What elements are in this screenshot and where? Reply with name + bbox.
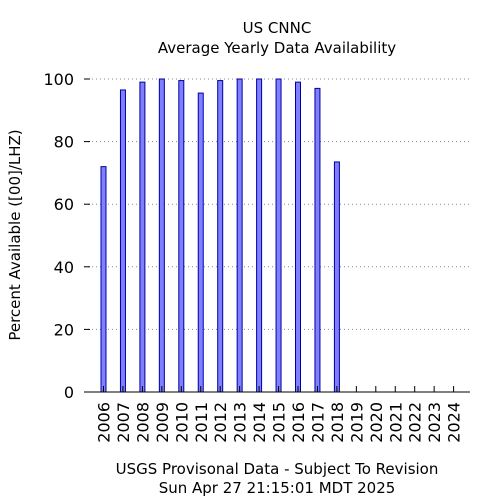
- x-tick-label-2006: 2006: [95, 402, 114, 443]
- x-tick-label-2023: 2023: [425, 402, 444, 443]
- footer-timestamp: Sun Apr 27 21:15:01 MDT 2025: [159, 479, 396, 497]
- bar-2009: [158, 78, 165, 393]
- y-tick-label: 80: [54, 133, 74, 152]
- bar-2007: [119, 89, 126, 393]
- y-axis: 0 20 40 60 80 100: [43, 70, 90, 402]
- x-tick-label-2021: 2021: [386, 402, 405, 443]
- x-tick-label-2022: 2022: [406, 402, 425, 443]
- footer-disclaimer: USGS Provisonal Data - Subject To Revisi…: [116, 460, 439, 478]
- bar-2012: [217, 80, 224, 393]
- bar-2008: [139, 81, 146, 393]
- x-tick-label-2009: 2009: [153, 402, 172, 443]
- x-tick-label-2011: 2011: [192, 402, 211, 443]
- y-tick-label: 100: [43, 70, 74, 89]
- bar-2015: [275, 78, 282, 393]
- bar-2016: [295, 81, 301, 393]
- bar-2017: [314, 87, 321, 393]
- x-tick-label-2015: 2015: [270, 402, 289, 443]
- x-tick-label-2007: 2007: [114, 402, 133, 443]
- bar-2018: [333, 161, 340, 393]
- y-tick-label: 40: [54, 258, 74, 277]
- x-tick-label-2017: 2017: [308, 402, 327, 443]
- x-tick-label-2020: 2020: [367, 402, 386, 443]
- y-tick-label: 60: [54, 195, 74, 214]
- x-tick-label-2024: 2024: [445, 402, 464, 443]
- x-tick-label-2013: 2013: [231, 402, 250, 443]
- x-tick-label-2014: 2014: [250, 402, 269, 443]
- x-tick-label-2010: 2010: [172, 402, 191, 443]
- x-tick-label-2016: 2016: [289, 402, 308, 443]
- x-tick-label-2018: 2018: [328, 402, 347, 443]
- chart-title: US CNNC: [243, 19, 312, 37]
- x-tick-label-2019: 2019: [347, 402, 366, 443]
- bar-2013: [236, 78, 243, 393]
- chart-subtitle: Average Yearly Data Availability: [158, 39, 396, 57]
- bar-2011: [197, 92, 204, 393]
- y-axis-label: Percent Available ([00]/LHZ): [6, 129, 24, 340]
- y-tick-label: 20: [54, 320, 74, 339]
- x-tick-label-2012: 2012: [211, 402, 230, 443]
- bar-2014: [256, 78, 263, 393]
- bar-2010: [178, 80, 185, 393]
- bars: [100, 78, 340, 393]
- y-tick-label: 0: [64, 383, 74, 402]
- bar-2006: [100, 166, 107, 393]
- x-tick-label-2008: 2008: [133, 402, 152, 443]
- x-axis: 2006 2007 2008 2009 2010 2011 2012 2013 2014 2015…: [84, 386, 470, 443]
